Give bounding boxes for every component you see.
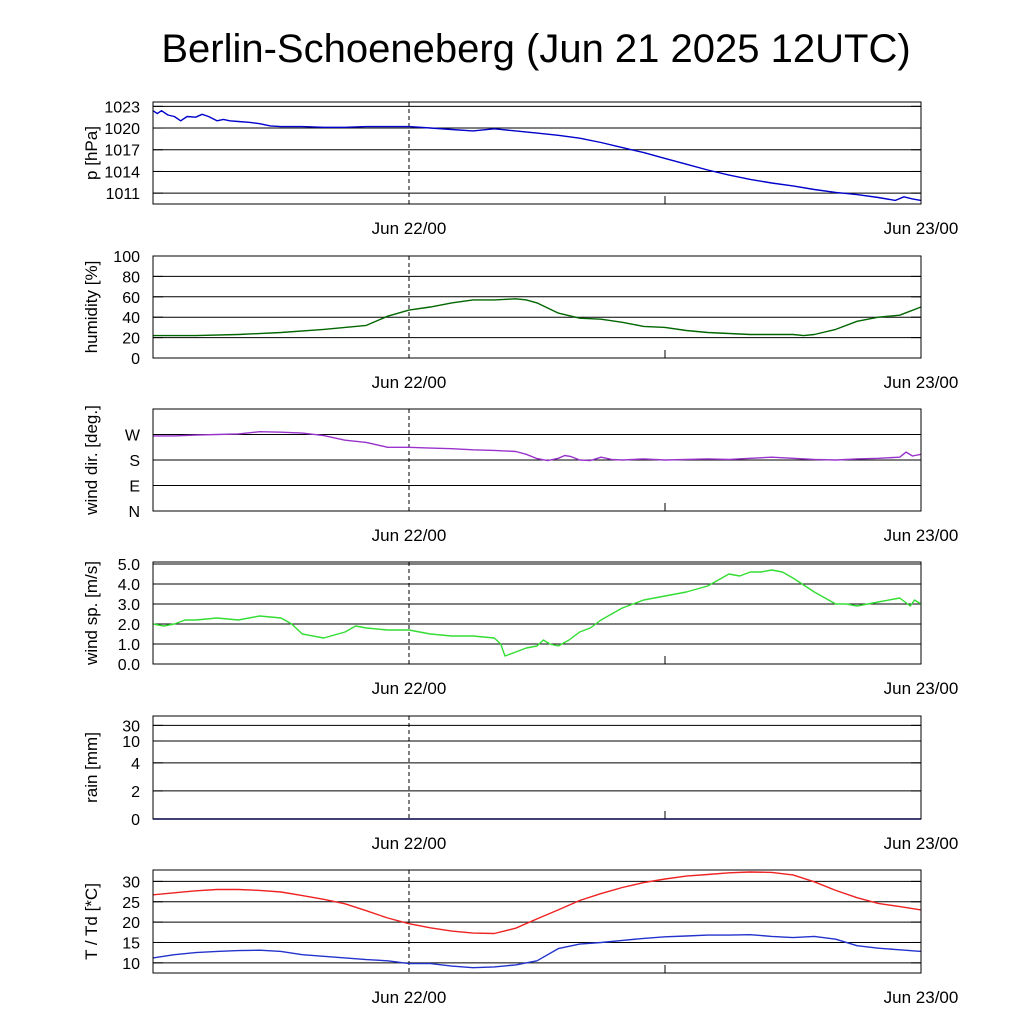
y-tick-label: 20 — [122, 915, 140, 932]
x-tick-label: Jun 22/00 — [372, 834, 447, 853]
series-line-wind-direction-0 — [153, 431, 922, 462]
x-tick-label: Jun 23/00 — [884, 988, 959, 1007]
plot-frame — [152, 561, 922, 665]
y-tick-label: 0 — [131, 351, 140, 368]
x-tick-label: Jun 23/00 — [884, 373, 959, 392]
y-tick-label: N — [128, 504, 140, 521]
y-axis-label: humidity [%] — [82, 261, 101, 354]
x-tick-label: Jun 23/00 — [884, 679, 959, 698]
y-tick-label: 1023 — [104, 99, 140, 116]
x-tick-label: Jun 22/00 — [372, 373, 447, 392]
y-tick-label: 15 — [122, 935, 140, 952]
y-tick-label: 4.0 — [118, 577, 140, 594]
y-tick-label: 30 — [122, 874, 140, 891]
y-tick-label: 2 — [131, 784, 140, 801]
x-tick-label: Jun 22/00 — [372, 526, 447, 545]
series-line-temperature-dewpoint-1 — [152, 934, 922, 969]
y-tick-label: 4 — [131, 756, 140, 773]
x-tick-label: Jun 22/00 — [372, 988, 447, 1007]
y-tick-label: 25 — [122, 895, 140, 912]
chart-title: Berlin-Schoeneberg (Jun 21 2025 12UTC) — [161, 27, 910, 71]
panel-temperature-dewpoint: 30 25 20 15 10 T / Td [*C] Jun 22/00 Jun 23/00 — [82, 869, 959, 1007]
y-tick-label: S — [129, 453, 140, 470]
y-axis-label: wind dir. [deg.] — [82, 405, 101, 516]
y-tick-label: 60 — [122, 290, 140, 307]
panel-humidity: 100 80 60 40 20 0 humidity [%] Jun 22/00 Jun 23/… — [82, 249, 958, 392]
y-tick-label: 30 — [122, 718, 140, 735]
plot-frame — [152, 408, 922, 512]
y-tick-label: 10 — [122, 956, 140, 973]
y-tick-label: W — [125, 428, 141, 445]
plot-frame — [152, 255, 922, 359]
series-line-wind-speed-0 — [152, 569, 922, 657]
y-tick-label: 1.0 — [118, 637, 140, 654]
y-tick-label: 1011 — [106, 186, 141, 203]
y-tick-label: E — [129, 479, 140, 496]
y-axis-label: wind sp. [m/s] — [82, 561, 101, 666]
y-tick-label: 1014 — [104, 164, 140, 181]
y-tick-label: 80 — [122, 269, 140, 286]
y-tick-label: 20 — [122, 331, 140, 348]
x-tick-label: Jun 23/00 — [884, 219, 959, 238]
y-tick-label: 3.0 — [118, 597, 140, 614]
y-axis-label: rain [mm] — [82, 732, 101, 803]
y-tick-label: 100 — [113, 249, 140, 266]
x-tick-label: Jun 22/00 — [372, 679, 447, 698]
panel-wind-speed: 5.0 4.0 3.0 2.0 1.0 0.0 wind sp. [m/s] Jun 22/0… — [82, 557, 958, 698]
series-line-temperature-dewpoint-0 — [152, 871, 922, 935]
panel-pressure: 1023 1020 1017 1014 1011 p [hPa] Jun 22/00 Jun … — [82, 99, 958, 238]
y-tick-label: 10 — [122, 734, 140, 751]
y-tick-label: 0.0 — [118, 657, 140, 674]
x-tick-label: Jun 23/00 — [884, 834, 959, 853]
x-tick-label: Jun 22/00 — [372, 219, 447, 238]
y-axis-label: T / Td [*C] — [82, 883, 101, 960]
y-tick-label: 5.0 — [118, 557, 140, 574]
y-tick-label: 1020 — [104, 121, 140, 138]
y-axis-label: p [hPa] — [82, 126, 101, 180]
series-line-humidity-0 — [153, 298, 922, 337]
y-tick-label: 0 — [131, 812, 140, 829]
x-tick-label: Jun 23/00 — [884, 526, 959, 545]
y-tick-label: 40 — [122, 310, 140, 327]
y-tick-label: 2.0 — [118, 617, 140, 634]
plot-frame — [152, 101, 922, 205]
plot-frame — [152, 715, 922, 820]
y-tick-label: 1017 — [104, 143, 140, 160]
plot-frame — [152, 869, 922, 974]
series-line-pressure-0 — [152, 109, 922, 202]
